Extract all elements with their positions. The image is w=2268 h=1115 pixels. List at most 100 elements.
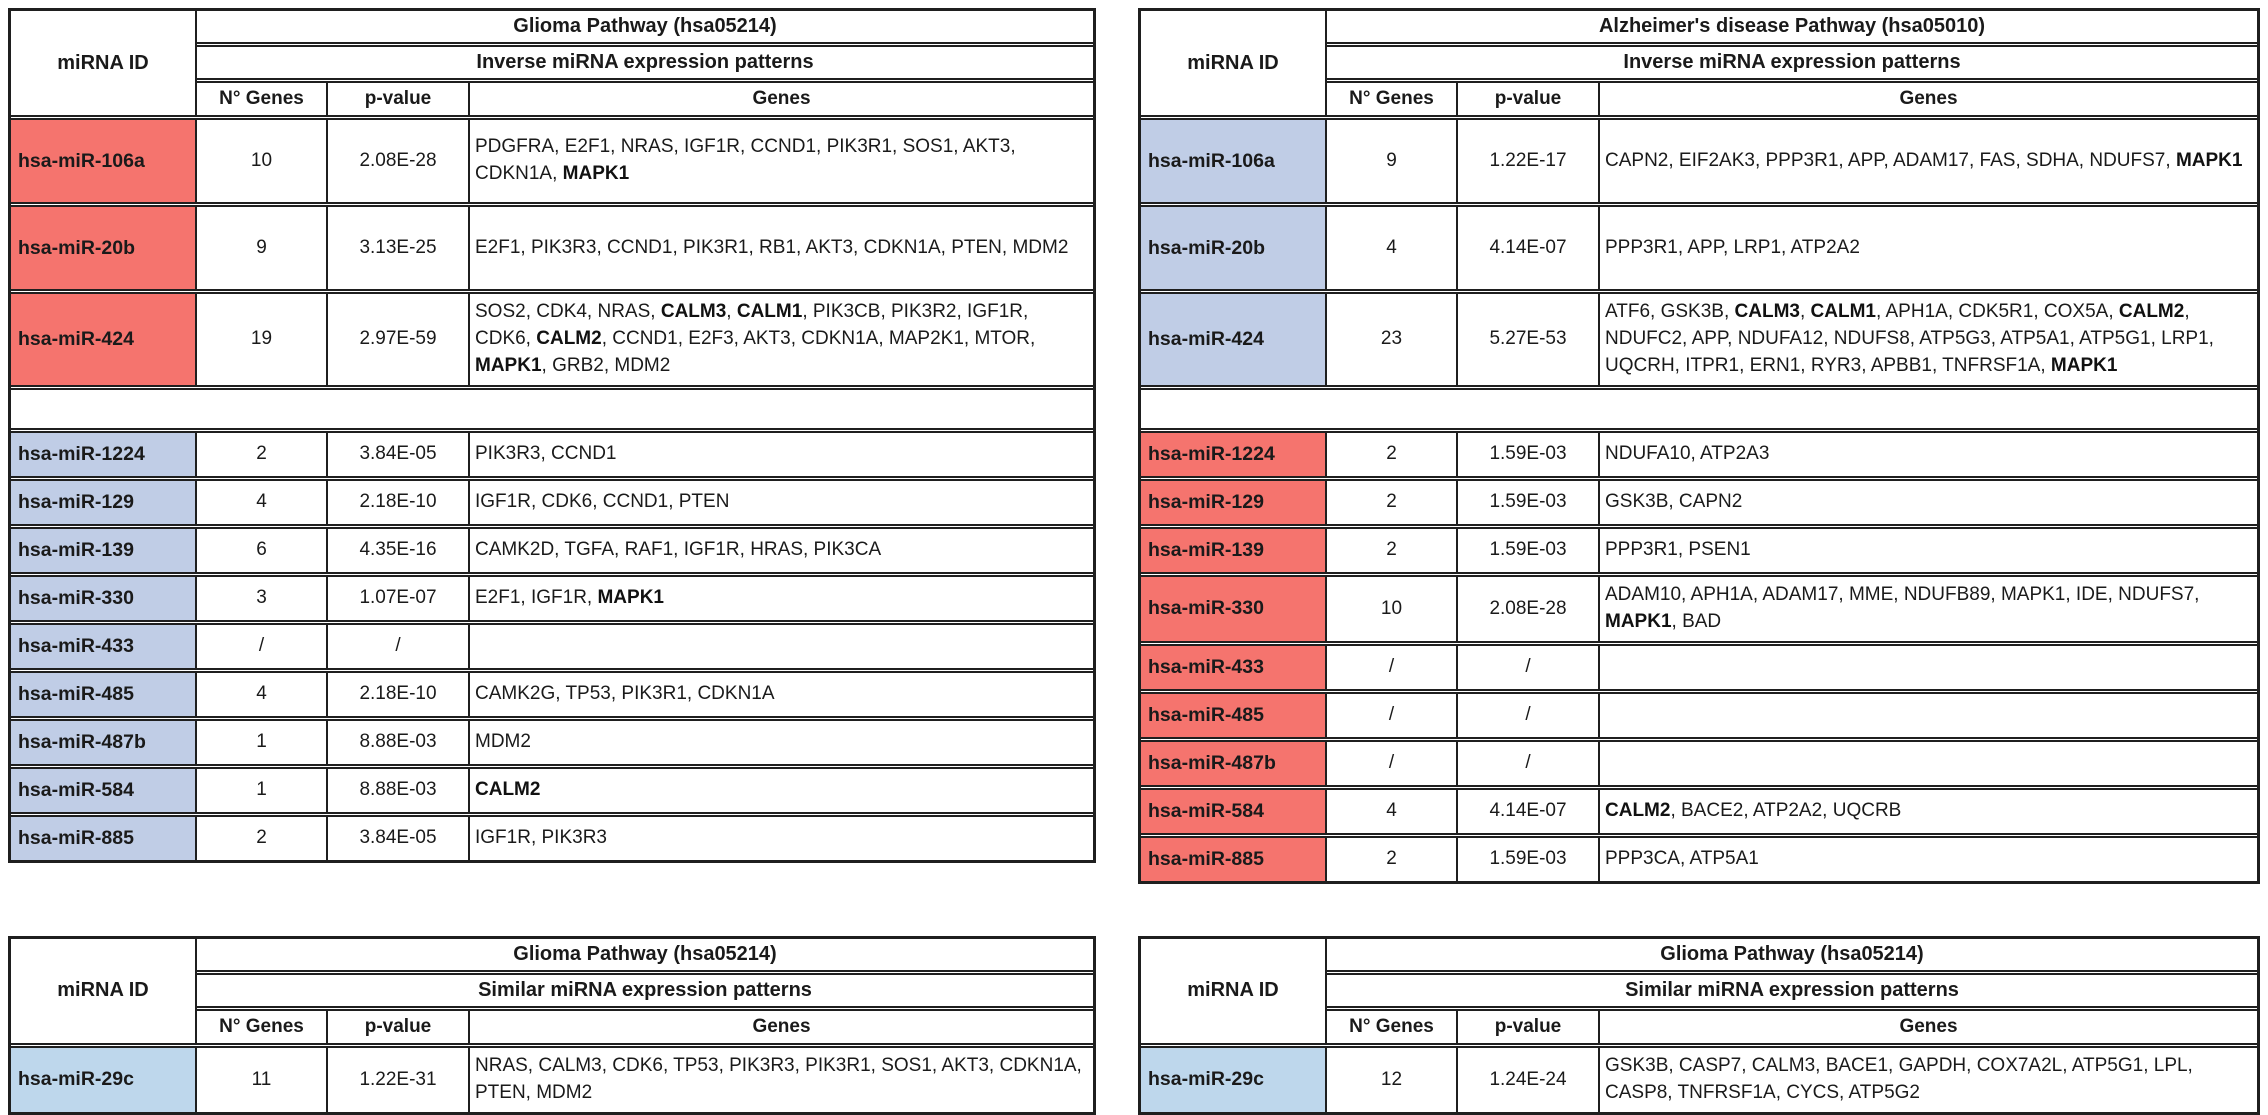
genes-cell: PPP3R1, PSEN1 [1600,529,2257,572]
mirna-id-cell: hsa-miR-885 [1141,837,1327,881]
col-header-genes: Genes [1899,88,1958,109]
mirna-id-cell: hsa-miR-584 [1141,789,1327,833]
gene-bold: MAPK1 [2050,354,2118,376]
p-value-cell: 1.24E-24 [1458,1047,1600,1112]
p-value-cell: 3.13E-25 [328,207,470,289]
header-right: Alzheimer's disease Pathway (hsa05010) I… [1327,11,2257,115]
mirna-id-cell: hsa-miR-584 [11,768,197,812]
n-genes-cell: 2 [1327,528,1458,572]
gene-plain: SOS2, CDK4, NRAS, [475,301,661,322]
table-header: miRNA ID Glioma Pathway (hsa05214) Simil… [11,938,1093,1048]
gene-plain: NDUFA10, ATP2A3 [1605,442,1770,464]
figure-page: miRNA ID Glioma Pathway (hsa05214) Inver… [8,8,2260,1115]
p-value-cell: 2.08E-28 [1458,576,1600,641]
mirna-id-cell: hsa-miR-433 [1141,645,1327,689]
table-body: hsa-miR-106a 9 1.22E-17 CAPN2, EIF2AK3, PPP… [1141,120,2257,881]
table-row: hsa-miR-20b 9 3.13E-25 E2F1, PIK3R3, CCND1,… [11,207,1093,294]
genes-cell: E2F1, IGF1R, MAPK1 [470,577,1093,620]
mirna-id-cell: hsa-miR-106a [11,120,197,202]
mirna-id-cell: hsa-miR-129 [1141,480,1327,524]
p-value-cell: 8.88E-03 [328,768,470,812]
gene-bold: CALM3 [660,301,727,322]
genes-cell: PDGFRA, E2F1, NRAS, IGF1R, CCND1, PIK3R1… [470,120,1093,202]
genes-cell: PPP3CA, ATP5A1 [1600,838,2257,881]
gene-plain: , BACE2, ATP2A2, UQCRB [1670,799,1902,821]
mirna-id-cell: hsa-miR-487b [11,720,197,764]
table-row: hsa-miR-424 23 5.27E-53 ATF6, GSK3B, CALM3,… [1141,294,2257,390]
genes-cell [470,625,1093,668]
section-separator [1141,390,2257,433]
gene-plain: ADAM10, APH1A, ADAM17, MME, NDUFB89, MAP… [1605,583,2200,605]
genes-text: SOS2, CDK4, NRAS, CALM3, CALM1, PIK3CB, … [475,299,1087,380]
mirna-id-cell: hsa-miR-139 [1141,528,1327,572]
n-genes-cell: 4 [197,672,328,716]
genes-text: CAMK2D, TGFA, RAF1, IGF1R, HRAS, PIK3CA [475,537,881,564]
gene-plain: E2F1, IGF1R, [475,586,598,608]
gene-plain: IGF1R, PIK3R3 [475,826,607,848]
pathway-title: Alzheimer's disease Pathway (hsa05010) [1327,11,2257,47]
gene-bold: CALM3 [1734,301,1800,322]
table-header: miRNA ID Glioma Pathway (hsa05214) Inver… [11,11,1093,120]
table-row: hsa-miR-584 1 8.88E-03 CALM2 [11,768,1093,817]
table-glioma-inverse: miRNA ID Glioma Pathway (hsa05214) Inver… [8,8,1096,863]
gene-plain: GSK3B, CAPN2 [1605,490,1743,512]
table-row: hsa-miR-424 19 2.97E-59 SOS2, CDK4, NRAS, C… [11,294,1093,390]
mirna-id-cell: hsa-miR-1224 [1141,432,1327,476]
table-glioma-similar-left: miRNA ID Glioma Pathway (hsa05214) Simil… [8,935,1096,1115]
genes-cell [1600,694,2257,737]
mirna-id-cell: hsa-miR-29c [11,1047,197,1112]
gene-bold: CALM1 [1810,301,1876,322]
gene-plain: NRAS, CALM3, CDK6, TP53, PIK3R3, PIK3R1,… [475,1054,1082,1103]
p-value-cell: 1.59E-03 [1458,432,1600,476]
gene-plain: PIK3R3, CCND1 [475,442,617,464]
gene-bold: MAPK1 [562,163,630,184]
table-alzheimer-inverse: miRNA ID Alzheimer's disease Pathway (hs… [1138,8,2260,884]
n-genes-cell: 2 [1327,480,1458,524]
genes-cell: E2F1, PIK3R3, CCND1, PIK3R1, RB1, AKT3, … [470,207,1093,289]
genes-cell [1600,646,2257,689]
table-body: hsa-miR-29c 12 1.24E-24 GSK3B, CASP7, CALM3… [1141,1047,2257,1112]
genes-cell: ADAM10, APH1A, ADAM17, MME, NDUFB89, MAP… [1600,577,2257,641]
genes-cell: PIK3R3, CCND1 [470,433,1093,476]
genes-cell: NDUFA10, ATP2A3 [1600,433,2257,476]
gene-plain: , GRB2, MDM2 [541,354,671,376]
col-header-n-genes: N° Genes [197,1010,328,1043]
gene-plain: , PIK3CB, PIK3R2, IGF1R, CDK6, [475,301,1029,349]
n-genes-cell: 12 [1327,1047,1458,1112]
gene-bold: MAPK1 [2175,149,2243,171]
n-genes-cell: 2 [197,816,328,860]
column-headers: N° Genes p-value Genes [197,1010,1093,1043]
n-genes-cell: 9 [197,207,328,289]
p-value-cell: 1.59E-03 [1458,480,1600,524]
col-header-p-value: p-value [328,1010,470,1043]
genes-cell [1600,742,2257,785]
gene-plain: PPP3R1, APP, LRP1, ATP2A2 [1605,236,1860,258]
genes-cell: NRAS, CALM3, CDK6, TP53, PIK3R3, PIK3R1,… [470,1048,1093,1112]
genes-cell: CAPN2, EIF2AK3, PPP3R1, APP, ADAM17, FAS… [1600,120,2257,202]
n-genes-cell: / [1327,741,1458,785]
col-header-genes: Genes [752,88,811,109]
mirna-id-cell: hsa-miR-485 [11,672,197,716]
p-value-cell: 1.07E-07 [328,576,470,620]
table-glioma-similar-right: miRNA ID Glioma Pathway (hsa05214) Simil… [1138,935,2260,1115]
genes-text: E2F1, PIK3R3, CCND1, PIK3R1, RB1, AKT3, … [475,235,1068,262]
genes-cell: PPP3R1, APP, LRP1, ATP2A2 [1600,207,2257,289]
column-headers: N° Genes p-value Genes [1327,83,2257,115]
col-header-mirna-id: miRNA ID [1141,938,1327,1043]
pattern-subtitle: Similar miRNA expression patterns [1327,975,2257,1011]
table-row: hsa-miR-885 2 3.84E-05 IGF1R, PIK3R3 [11,816,1093,860]
n-genes-cell: 10 [1327,576,1458,641]
table-row: hsa-miR-1224 2 3.84E-05 PIK3R3, CCND1 [11,432,1093,481]
header-right: Glioma Pathway (hsa05214) Inverse miRNA … [197,11,1093,115]
genes-cell: CALM2, BACE2, ATP2A2, UQCRB [1600,790,2257,833]
gene-plain: , BAD [1671,610,1722,632]
table-row: hsa-miR-129 4 2.18E-10 IGF1R, CDK6, CCND1, … [11,480,1093,529]
genes-text: PPP3R1, APP, LRP1, ATP2A2 [1605,235,1860,262]
genes-text: CAMK2G, TP53, PIK3R1, CDKN1A [475,681,775,708]
table-body: hsa-miR-29c 11 1.22E-31 NRAS, CALM3, CDK6, … [11,1047,1093,1112]
genes-cell: MDM2 [470,721,1093,764]
gene-bold: CALM2 [536,327,602,349]
pattern-subtitle: Similar miRNA expression patterns [197,975,1093,1011]
n-genes-cell: 1 [197,768,328,812]
pathway-title: Glioma Pathway (hsa05214) [197,11,1093,47]
